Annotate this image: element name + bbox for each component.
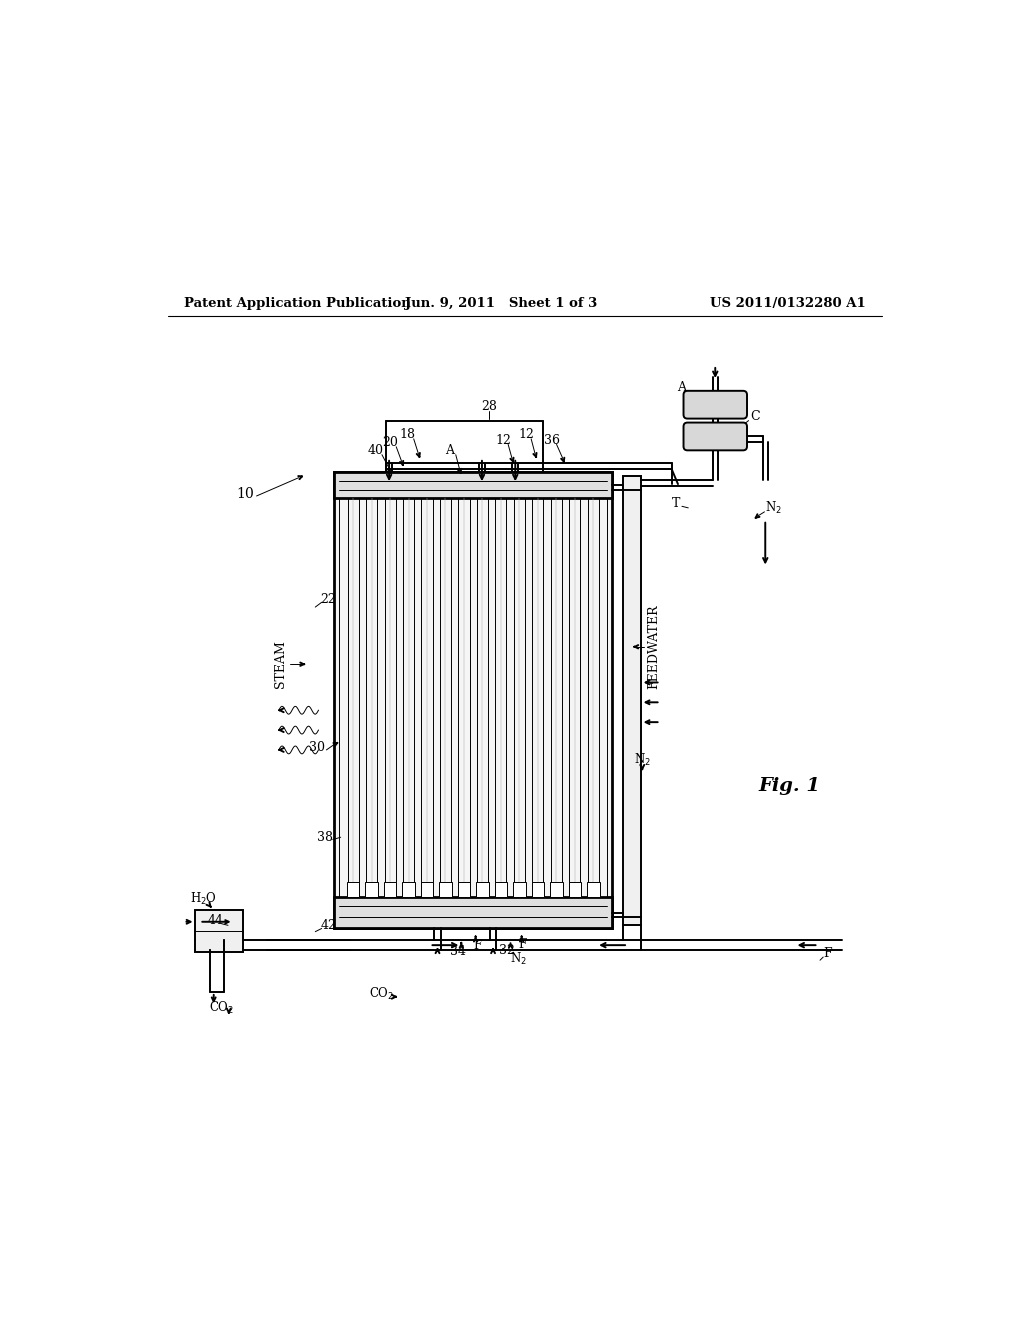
Bar — [366, 883, 378, 896]
Text: H$_2$O: H$_2$O — [189, 891, 217, 907]
Text: A: A — [678, 380, 686, 393]
Bar — [439, 883, 452, 896]
FancyBboxPatch shape — [684, 391, 746, 418]
Bar — [339, 477, 607, 924]
Bar — [587, 883, 600, 896]
Text: 12: 12 — [518, 429, 535, 441]
Text: F: F — [518, 937, 526, 950]
Bar — [384, 883, 396, 896]
FancyBboxPatch shape — [684, 422, 746, 450]
Text: US 2011/0132280 A1: US 2011/0132280 A1 — [711, 297, 866, 310]
Text: F: F — [823, 948, 833, 961]
Text: 38: 38 — [316, 830, 333, 843]
Text: Patent Application Publication: Patent Application Publication — [183, 297, 411, 310]
Bar — [531, 883, 544, 896]
Text: 12: 12 — [496, 434, 511, 447]
Text: C: C — [751, 411, 760, 424]
Bar — [476, 883, 488, 896]
Text: 36: 36 — [544, 434, 560, 447]
Bar — [196, 911, 243, 952]
Bar — [550, 883, 563, 896]
Text: F: F — [473, 939, 481, 952]
Text: 18: 18 — [399, 429, 416, 441]
Bar — [458, 883, 470, 896]
Text: N$_2$: N$_2$ — [765, 500, 781, 516]
Text: 28: 28 — [481, 400, 497, 413]
Text: STEAM: STEAM — [273, 640, 287, 688]
Bar — [495, 883, 507, 896]
Text: N$_2$: N$_2$ — [510, 950, 527, 966]
Text: FEEDWATER: FEEDWATER — [647, 605, 659, 689]
Text: 34: 34 — [451, 945, 466, 958]
Bar — [568, 883, 582, 896]
Text: 22: 22 — [321, 593, 336, 606]
Bar — [334, 896, 612, 928]
Text: 32: 32 — [499, 944, 514, 957]
Bar — [334, 473, 612, 498]
Text: N$_2$: N$_2$ — [634, 752, 650, 768]
Bar — [402, 883, 415, 896]
Text: CO$_2$: CO$_2$ — [209, 999, 234, 1016]
Text: A: A — [444, 445, 454, 457]
Text: 44: 44 — [207, 913, 223, 927]
Text: 42: 42 — [321, 919, 337, 932]
Bar — [624, 477, 641, 924]
Text: 30: 30 — [309, 741, 325, 754]
Text: Fig. 1: Fig. 1 — [759, 776, 821, 795]
Text: Jun. 9, 2011   Sheet 1 of 3: Jun. 9, 2011 Sheet 1 of 3 — [404, 297, 597, 310]
Bar — [334, 473, 612, 928]
Bar — [513, 883, 525, 896]
Text: CO$_2$: CO$_2$ — [370, 986, 394, 1002]
Bar — [421, 883, 433, 896]
Text: 20: 20 — [382, 437, 398, 449]
Text: T: T — [672, 498, 680, 511]
Text: $\mathregular{10}$: $\mathregular{10}$ — [237, 486, 255, 502]
Bar — [347, 883, 359, 896]
Text: 40: 40 — [368, 445, 384, 457]
